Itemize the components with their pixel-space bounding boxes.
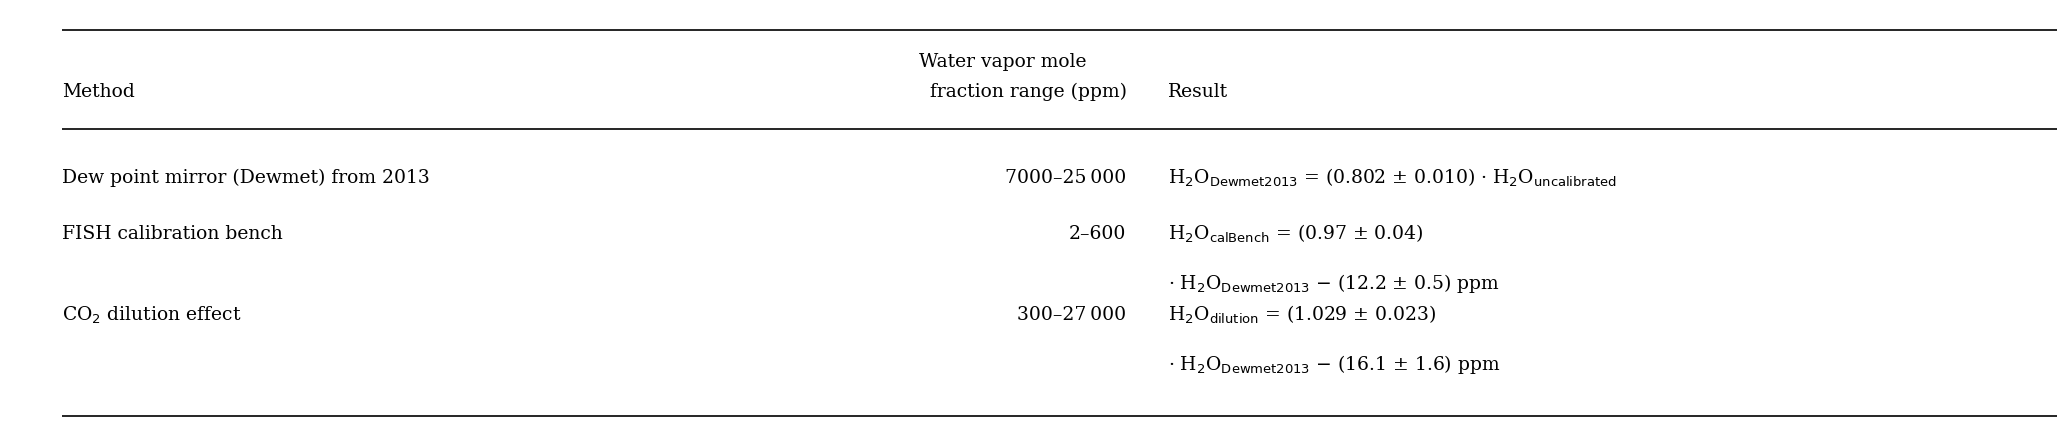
Text: 7000–25 000: 7000–25 000	[1005, 169, 1127, 187]
Text: 2–600: 2–600	[1069, 225, 1127, 243]
Text: · H$_2$O$_{\mathrm{Dewmet2013}}$ − (12.2 ± 0.5) ppm: · H$_2$O$_{\mathrm{Dewmet2013}}$ − (12.2…	[1168, 272, 1501, 295]
Text: Water vapor mole: Water vapor mole	[918, 53, 1087, 71]
Text: CO$_2$ dilution effect: CO$_2$ dilution effect	[62, 305, 242, 326]
Text: Result: Result	[1168, 83, 1228, 101]
Text: 300–27 000: 300–27 000	[1017, 306, 1127, 324]
Text: H$_2$O$_{\mathrm{dilution}}$ = (1.029 ± 0.023): H$_2$O$_{\mathrm{dilution}}$ = (1.029 ± …	[1168, 304, 1437, 326]
Text: · H$_2$O$_{\mathrm{Dewmet2013}}$ − (16.1 ± 1.6) ppm: · H$_2$O$_{\mathrm{Dewmet2013}}$ − (16.1…	[1168, 353, 1501, 376]
Text: Dew point mirror (Dewmet) from 2013: Dew point mirror (Dewmet) from 2013	[62, 169, 430, 187]
Text: FISH calibration bench: FISH calibration bench	[62, 225, 283, 243]
Text: fraction range (ppm): fraction range (ppm)	[930, 83, 1127, 101]
Text: H$_2$O$_{\mathrm{calBench}}$ = (0.97 ± 0.04): H$_2$O$_{\mathrm{calBench}}$ = (0.97 ± 0…	[1168, 223, 1424, 245]
Text: H$_2$O$_{\mathrm{Dewmet2013}}$ = (0.802 ± 0.010) · H$_2$O$_{\mathrm{uncalibrated: H$_2$O$_{\mathrm{Dewmet2013}}$ = (0.802 …	[1168, 167, 1616, 189]
Text: Method: Method	[62, 83, 134, 101]
